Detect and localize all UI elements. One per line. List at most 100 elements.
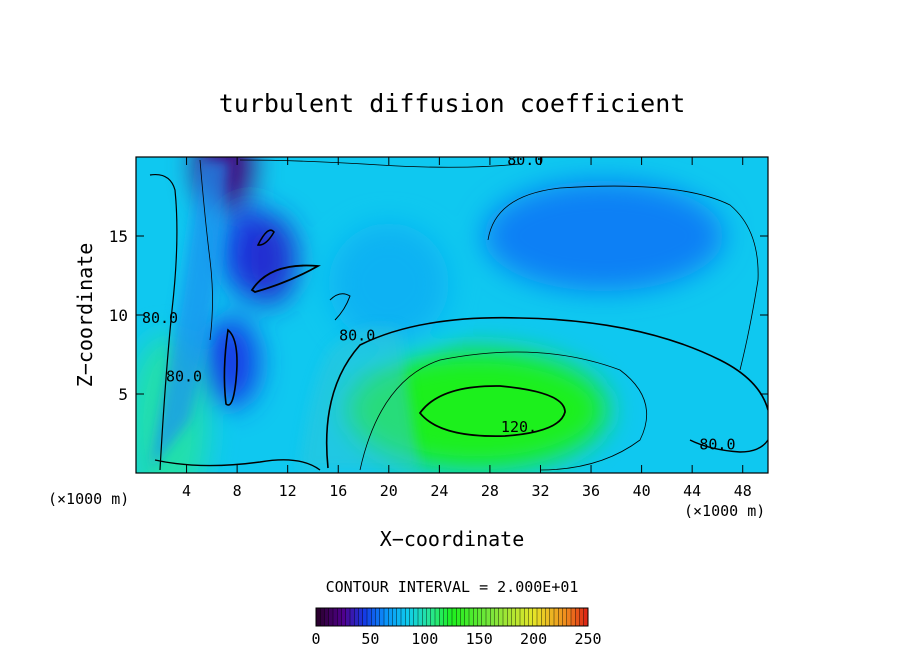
colorbar-cell — [315, 607, 321, 627]
x-tick-label: 4 — [182, 482, 191, 500]
colorbar-cell — [328, 607, 334, 627]
colorbar-cell — [519, 607, 525, 627]
colorbar-cell — [579, 607, 585, 627]
colorbar-cell — [473, 607, 479, 627]
plot-area: 80.0 80.0 80.0 80.0 120. 80.0 — [136, 151, 768, 473]
colorbar-cell — [575, 607, 581, 627]
colorbar-cell — [558, 607, 564, 627]
colorbar-tick-label: 150 — [466, 630, 493, 648]
colorbar-cell — [434, 607, 440, 627]
colorbar-cell — [464, 607, 470, 627]
colorbar-cell — [383, 607, 389, 627]
y-tick-label: 10 — [109, 306, 128, 325]
contour-label: 80.0 — [507, 151, 543, 169]
x-tick-label: 44 — [683, 482, 701, 500]
contour-label: 80.0 — [166, 367, 202, 385]
colorbar-cell — [413, 607, 419, 627]
colorbar-cell — [396, 607, 402, 627]
colorbar-cell — [532, 607, 538, 627]
colorbar-cell — [562, 607, 568, 627]
colorbar-cell — [371, 607, 377, 627]
colorbar-cell — [498, 607, 504, 627]
colorbar-cell — [430, 607, 436, 627]
chart-title: turbulent diffusion coefficient — [219, 89, 686, 118]
field-region — [240, 214, 297, 305]
colorbar-cell — [541, 607, 547, 627]
colorbar-cell — [511, 607, 517, 627]
colorbar-cell — [320, 607, 326, 627]
field-region — [483, 181, 724, 291]
colorbar-cell — [358, 607, 364, 627]
colorbar-cell — [439, 607, 445, 627]
field-region — [202, 317, 259, 408]
colorbar-cell — [570, 607, 576, 627]
contour-label: 80.0 — [142, 309, 178, 327]
colorbar-cell — [341, 607, 347, 627]
x-tick-label: 32 — [531, 482, 549, 500]
x-tick-label: 12 — [279, 482, 297, 500]
colorbar-cell — [553, 607, 559, 627]
x-tick-label: 16 — [329, 482, 347, 500]
colorbar-tick-label: 50 — [361, 630, 379, 648]
colorbar-cell — [536, 607, 542, 627]
colorbar-cell — [468, 607, 474, 627]
colorbar-cell — [566, 607, 572, 627]
colorbar-tick-label: 250 — [574, 630, 601, 648]
x-axis-label: X−coordinate — [380, 527, 525, 551]
colorbar-cell — [388, 607, 394, 627]
x-tick-label: 40 — [633, 482, 651, 500]
y-axis-label: Z−coordinate — [73, 243, 97, 388]
x-axis: 4 8 12 16 20 24 28 32 36 40 44 48 — [182, 157, 752, 500]
colorbar-tick-label: 200 — [520, 630, 547, 648]
colorbar-cell — [481, 607, 487, 627]
colorbar-cell — [366, 607, 372, 627]
colorbar-cell — [494, 607, 500, 627]
colorbar-tick-label: 100 — [411, 630, 438, 648]
colorbar-cell — [349, 607, 355, 627]
colorbar-cell — [507, 607, 513, 627]
colorbar-cell — [392, 607, 398, 627]
colorbar-cell — [524, 607, 530, 627]
colorbar-cell — [451, 607, 457, 627]
colorbar-cell — [443, 607, 449, 627]
colorbar-cell — [422, 607, 428, 627]
contour-lines — [149, 159, 768, 471]
y-tick-label: 15 — [109, 227, 128, 246]
colorbar-cell — [405, 607, 411, 627]
x-tick-label: 36 — [582, 482, 600, 500]
field-region — [328, 223, 449, 344]
colorbar-cell — [409, 607, 415, 627]
colorbar-cell — [337, 607, 343, 627]
colorbar-cell — [400, 607, 406, 627]
colorbar-cell — [460, 607, 466, 627]
x-unit-right: (×1000 m) — [684, 502, 765, 520]
colorbar-cell — [426, 607, 432, 627]
x-tick-label: 20 — [380, 482, 398, 500]
colorbar: 0 50 100 150 200 250 — [311, 607, 602, 648]
colorbar-cell — [545, 607, 551, 627]
colorbar-cell — [477, 607, 483, 627]
colorbar-cell — [456, 607, 462, 627]
colorbar-cell — [332, 607, 338, 627]
contour-label: 120. — [501, 418, 537, 436]
colorbar-cell — [549, 607, 555, 627]
colorbar-cell — [528, 607, 534, 627]
colorbar-cell — [379, 607, 385, 627]
contour-interval-label: CONTOUR INTERVAL = 2.000E+01 — [326, 578, 579, 596]
contour-label: 80.0 — [699, 435, 735, 453]
colorbar-cell — [354, 607, 360, 627]
y-tick-label: 5 — [118, 385, 128, 404]
colorbar-cell — [502, 607, 508, 627]
colorbar-tick-label: 0 — [311, 630, 320, 648]
colorbar-cell — [417, 607, 423, 627]
colorbar-cell — [324, 607, 330, 627]
colorbar-cell — [490, 607, 496, 627]
x-tick-label: 48 — [734, 482, 752, 500]
colorbar-frame — [315, 607, 589, 627]
contour-label: 80.0 — [339, 326, 375, 344]
colorbar-cell — [515, 607, 521, 627]
colorbar-cell — [362, 607, 368, 627]
x-tick-label: 24 — [430, 482, 448, 500]
colorbar-cell — [375, 607, 381, 627]
